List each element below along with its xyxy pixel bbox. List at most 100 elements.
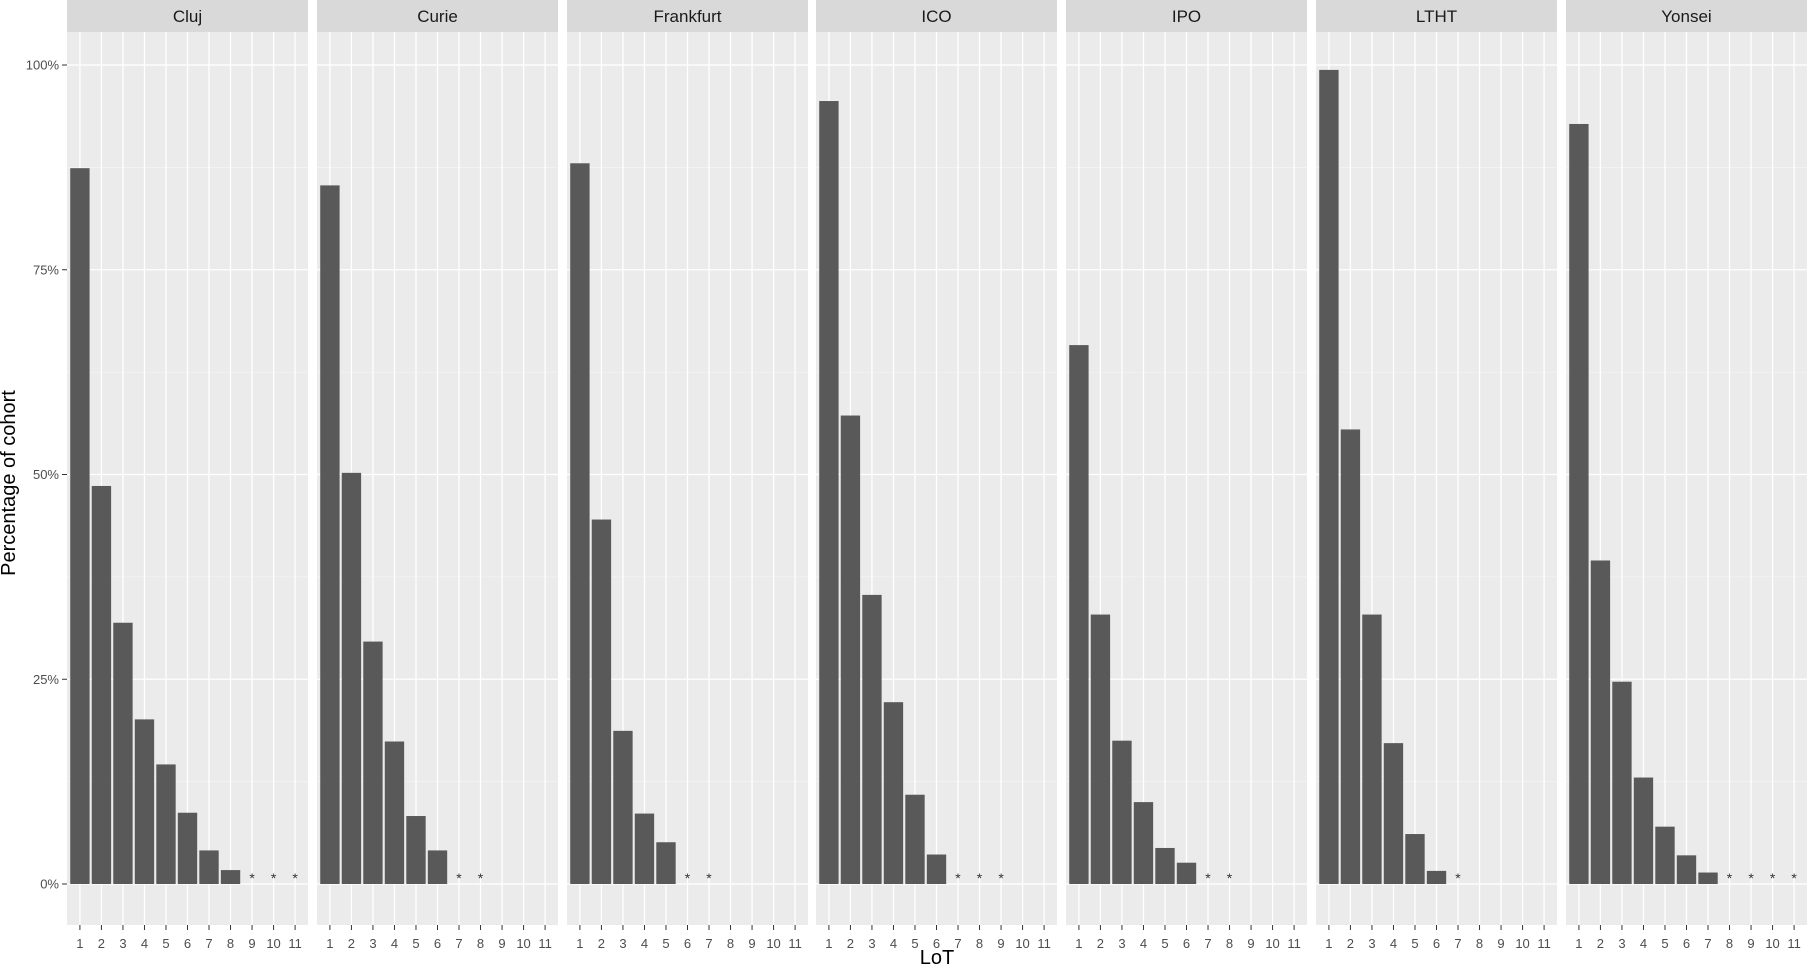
- suppressed-marker: *: [478, 870, 484, 886]
- bar: [177, 812, 198, 884]
- bar: [427, 850, 448, 884]
- facet-strip-label: Yonsei: [1661, 7, 1711, 26]
- x-tick-label: 7: [705, 936, 712, 951]
- x-tick-label: 6: [1433, 936, 1440, 951]
- facet-panel: LTHT * 1 2 3 4 5 6 7 8 9 10 11: [1316, 0, 1557, 951]
- suppressed-marker: *: [1727, 870, 1733, 886]
- bar: [341, 472, 362, 884]
- y-tick-label: 75%: [33, 262, 59, 277]
- y-tick-label: 25%: [33, 672, 59, 687]
- y-tick-label: 0%: [40, 877, 59, 892]
- bar: [363, 641, 383, 884]
- facet-panel: Frankfurt * * 1 2 3 4 5 6 7 8 9 10 11: [567, 0, 808, 951]
- x-tick-label: 10: [1015, 936, 1029, 951]
- x-tick-label: 2: [1347, 936, 1354, 951]
- facet-panel: ICO * * * 1 2 3 4 5 6 7 8 9 10 11: [816, 0, 1057, 951]
- x-tick-label: 1: [326, 936, 333, 951]
- facet-strip: [1066, 0, 1307, 32]
- suppressed-marker: *: [249, 870, 255, 886]
- facet-strip: [1566, 0, 1807, 32]
- x-tick-label: 8: [1726, 936, 1733, 951]
- facet-strip: [67, 0, 308, 32]
- suppressed-marker: *: [292, 870, 298, 886]
- x-tick-label: 3: [1618, 936, 1625, 951]
- x-tick-label: 10: [516, 936, 530, 951]
- x-tick-label: 1: [825, 936, 832, 951]
- facet-panel: IPO * * 1 2 3 4 5 6 7 8 9 10 11: [1066, 0, 1307, 951]
- x-tick-label: 7: [1704, 936, 1711, 951]
- facet-strip: [1316, 0, 1557, 32]
- x-tick-label: 9: [248, 936, 255, 951]
- suppressed-marker: *: [977, 870, 983, 886]
- bar: [1176, 862, 1197, 884]
- bar: [1698, 872, 1718, 884]
- bar: [1133, 802, 1154, 884]
- bar: [1112, 740, 1132, 884]
- x-tick-label: 9: [1747, 936, 1754, 951]
- x-tick-label: 11: [288, 936, 302, 951]
- x-tick-label: 9: [1497, 936, 1504, 951]
- x-tick-label: 4: [141, 936, 148, 951]
- suppressed-marker: *: [1227, 870, 1233, 886]
- bar: [840, 415, 861, 884]
- suppressed-marker: *: [998, 870, 1004, 886]
- x-tick-label: 6: [434, 936, 441, 951]
- x-tick-label: 3: [619, 936, 626, 951]
- x-tick-label: 11: [1037, 936, 1051, 951]
- x-tick-label: 6: [684, 936, 691, 951]
- x-tick-label: 1: [1325, 936, 1332, 951]
- x-tick-label: 3: [1368, 936, 1375, 951]
- facet-strip-label: Curie: [417, 7, 458, 26]
- bar: [134, 719, 155, 884]
- x-tick-label: 2: [348, 936, 355, 951]
- bar: [384, 741, 405, 884]
- bar: [70, 168, 90, 885]
- bar: [819, 101, 839, 884]
- x-tick-label: 7: [455, 936, 462, 951]
- bar: [1633, 777, 1654, 884]
- x-tick-label: 11: [1287, 936, 1301, 951]
- x-tick-label: 3: [369, 936, 376, 951]
- x-tick-label: 5: [911, 936, 918, 951]
- x-tick-label: 10: [1765, 936, 1779, 951]
- x-tick-label: 9: [997, 936, 1004, 951]
- suppressed-marker: *: [1748, 870, 1754, 886]
- x-tick-label: 3: [119, 936, 126, 951]
- y-axis: 0% 25% 50% 75% 100%: [26, 58, 67, 892]
- bar: [1405, 834, 1425, 884]
- bar: [1383, 743, 1404, 884]
- x-tick-label: 11: [538, 936, 552, 951]
- x-tick-label: 2: [1597, 936, 1604, 951]
- bar: [591, 519, 612, 884]
- facet-panel: Cluj * * * 1 2 3 4 5 6 7 8 9 10 11: [67, 0, 308, 951]
- facet-strip: [816, 0, 1057, 32]
- bar: [570, 163, 590, 884]
- suppressed-marker: *: [456, 870, 462, 886]
- x-tick-label: 6: [1683, 936, 1690, 951]
- x-tick-label: 1: [1075, 936, 1082, 951]
- x-tick-label: 6: [933, 936, 940, 951]
- x-tick-label: 1: [1575, 936, 1582, 951]
- bar: [905, 794, 925, 884]
- x-tick-label: 3: [868, 936, 875, 951]
- x-tick-label: 4: [391, 936, 398, 951]
- x-tick-label: 6: [1183, 936, 1190, 951]
- x-tick-label: 8: [1226, 936, 1233, 951]
- x-tick-label: 11: [788, 936, 802, 951]
- facet-strip-label: IPO: [1172, 7, 1201, 26]
- x-tick-label: 7: [205, 936, 212, 951]
- x-tick-label: 8: [727, 936, 734, 951]
- bar: [1612, 681, 1632, 884]
- facet-strip-label: LTHT: [1416, 7, 1457, 26]
- bar: [156, 764, 176, 884]
- suppressed-marker: *: [1770, 870, 1776, 886]
- x-tick-label: 2: [1097, 936, 1104, 951]
- y-tick-label: 50%: [33, 467, 59, 482]
- suppressed-marker: *: [955, 870, 961, 886]
- x-tick-label: 3: [1118, 936, 1125, 951]
- x-tick-label: 5: [1161, 936, 1168, 951]
- x-tick-label: 5: [1661, 936, 1668, 951]
- x-tick-label: 10: [1265, 936, 1279, 951]
- x-tick-label: 2: [598, 936, 605, 951]
